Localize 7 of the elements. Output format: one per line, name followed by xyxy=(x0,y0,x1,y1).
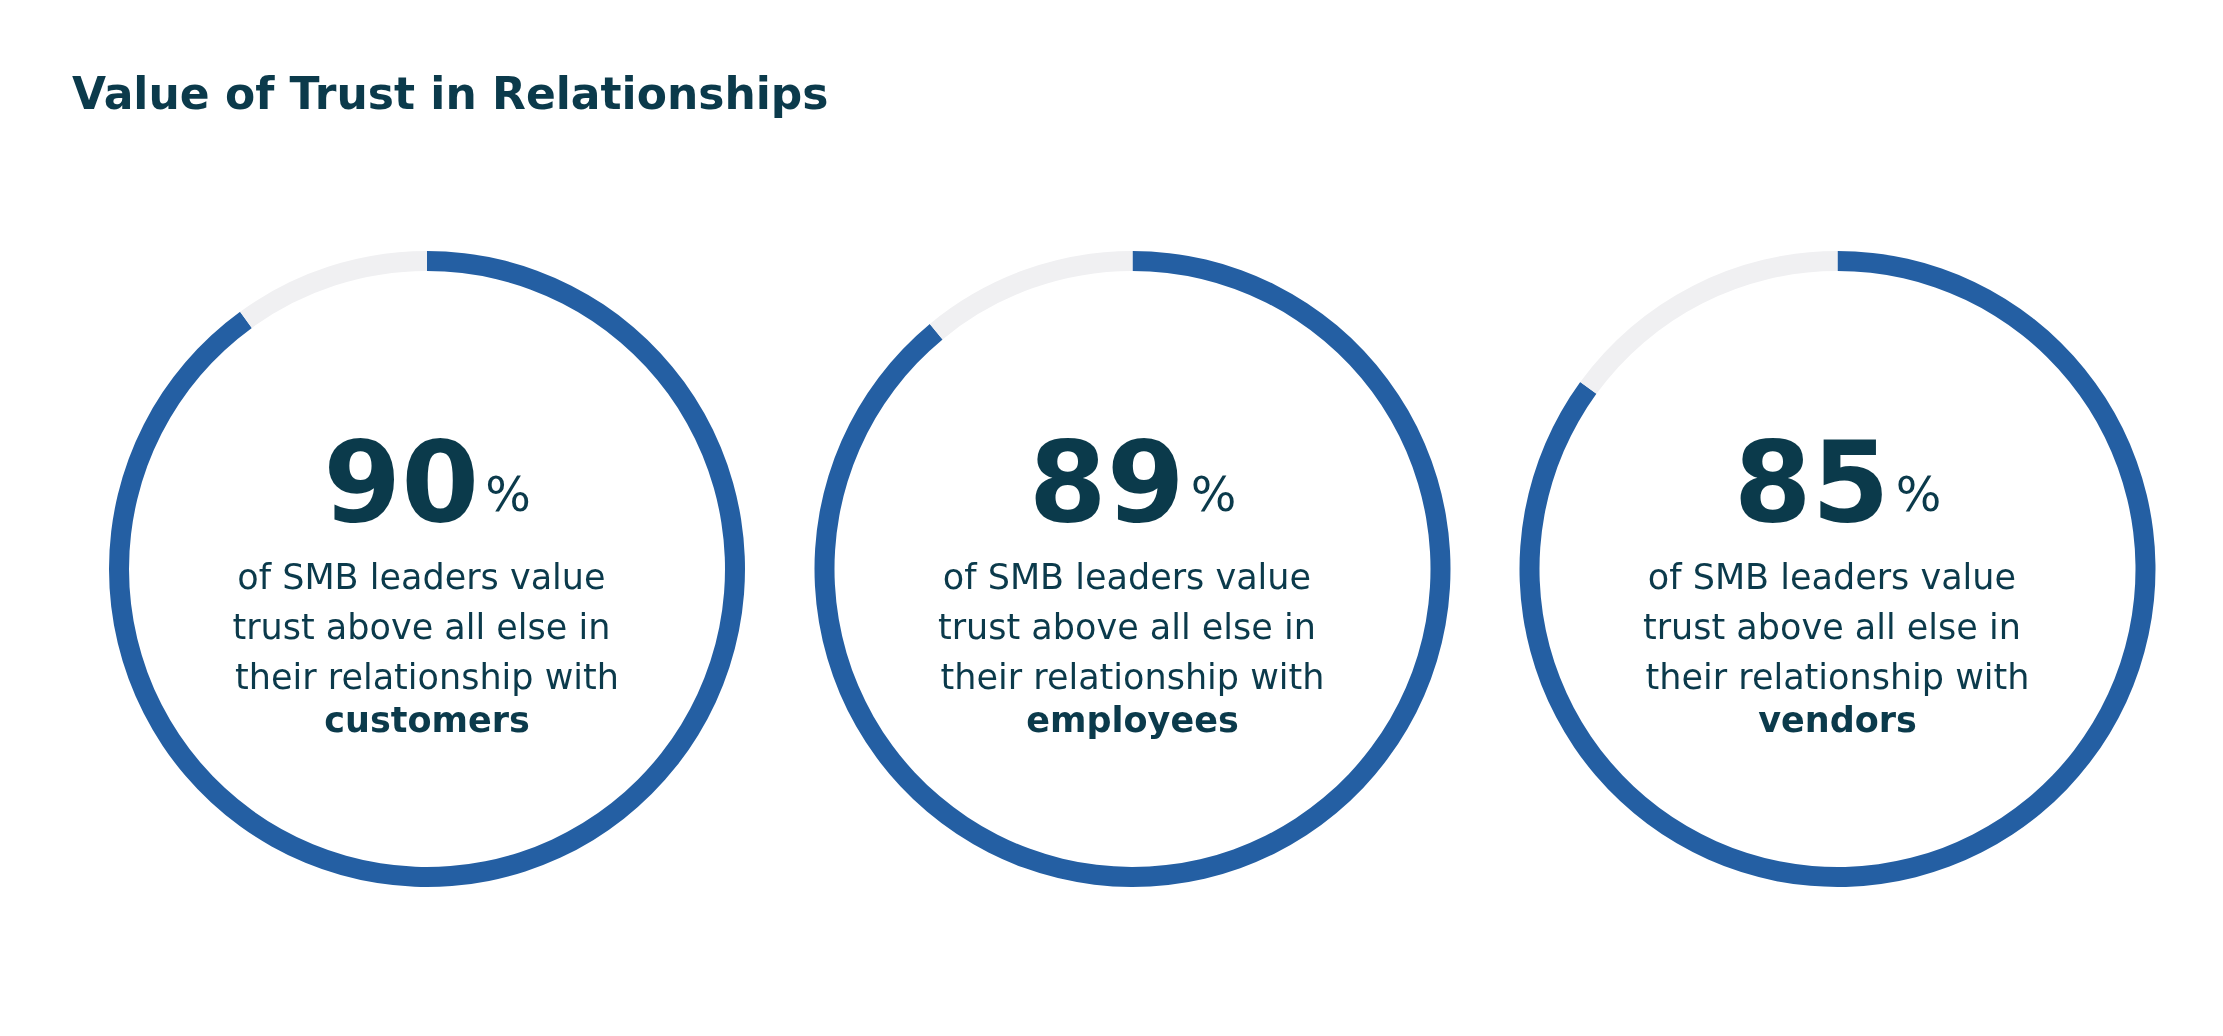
data-label: 89% xyxy=(1028,417,1236,547)
data-label: 90% xyxy=(323,417,531,547)
text: vendors xyxy=(1757,699,1917,740)
text: employees xyxy=(1025,699,1239,740)
data-label: 85% xyxy=(1733,417,1941,547)
chart-title: Value of Trust in Relationships xyxy=(72,67,829,119)
text: customers xyxy=(324,699,530,740)
